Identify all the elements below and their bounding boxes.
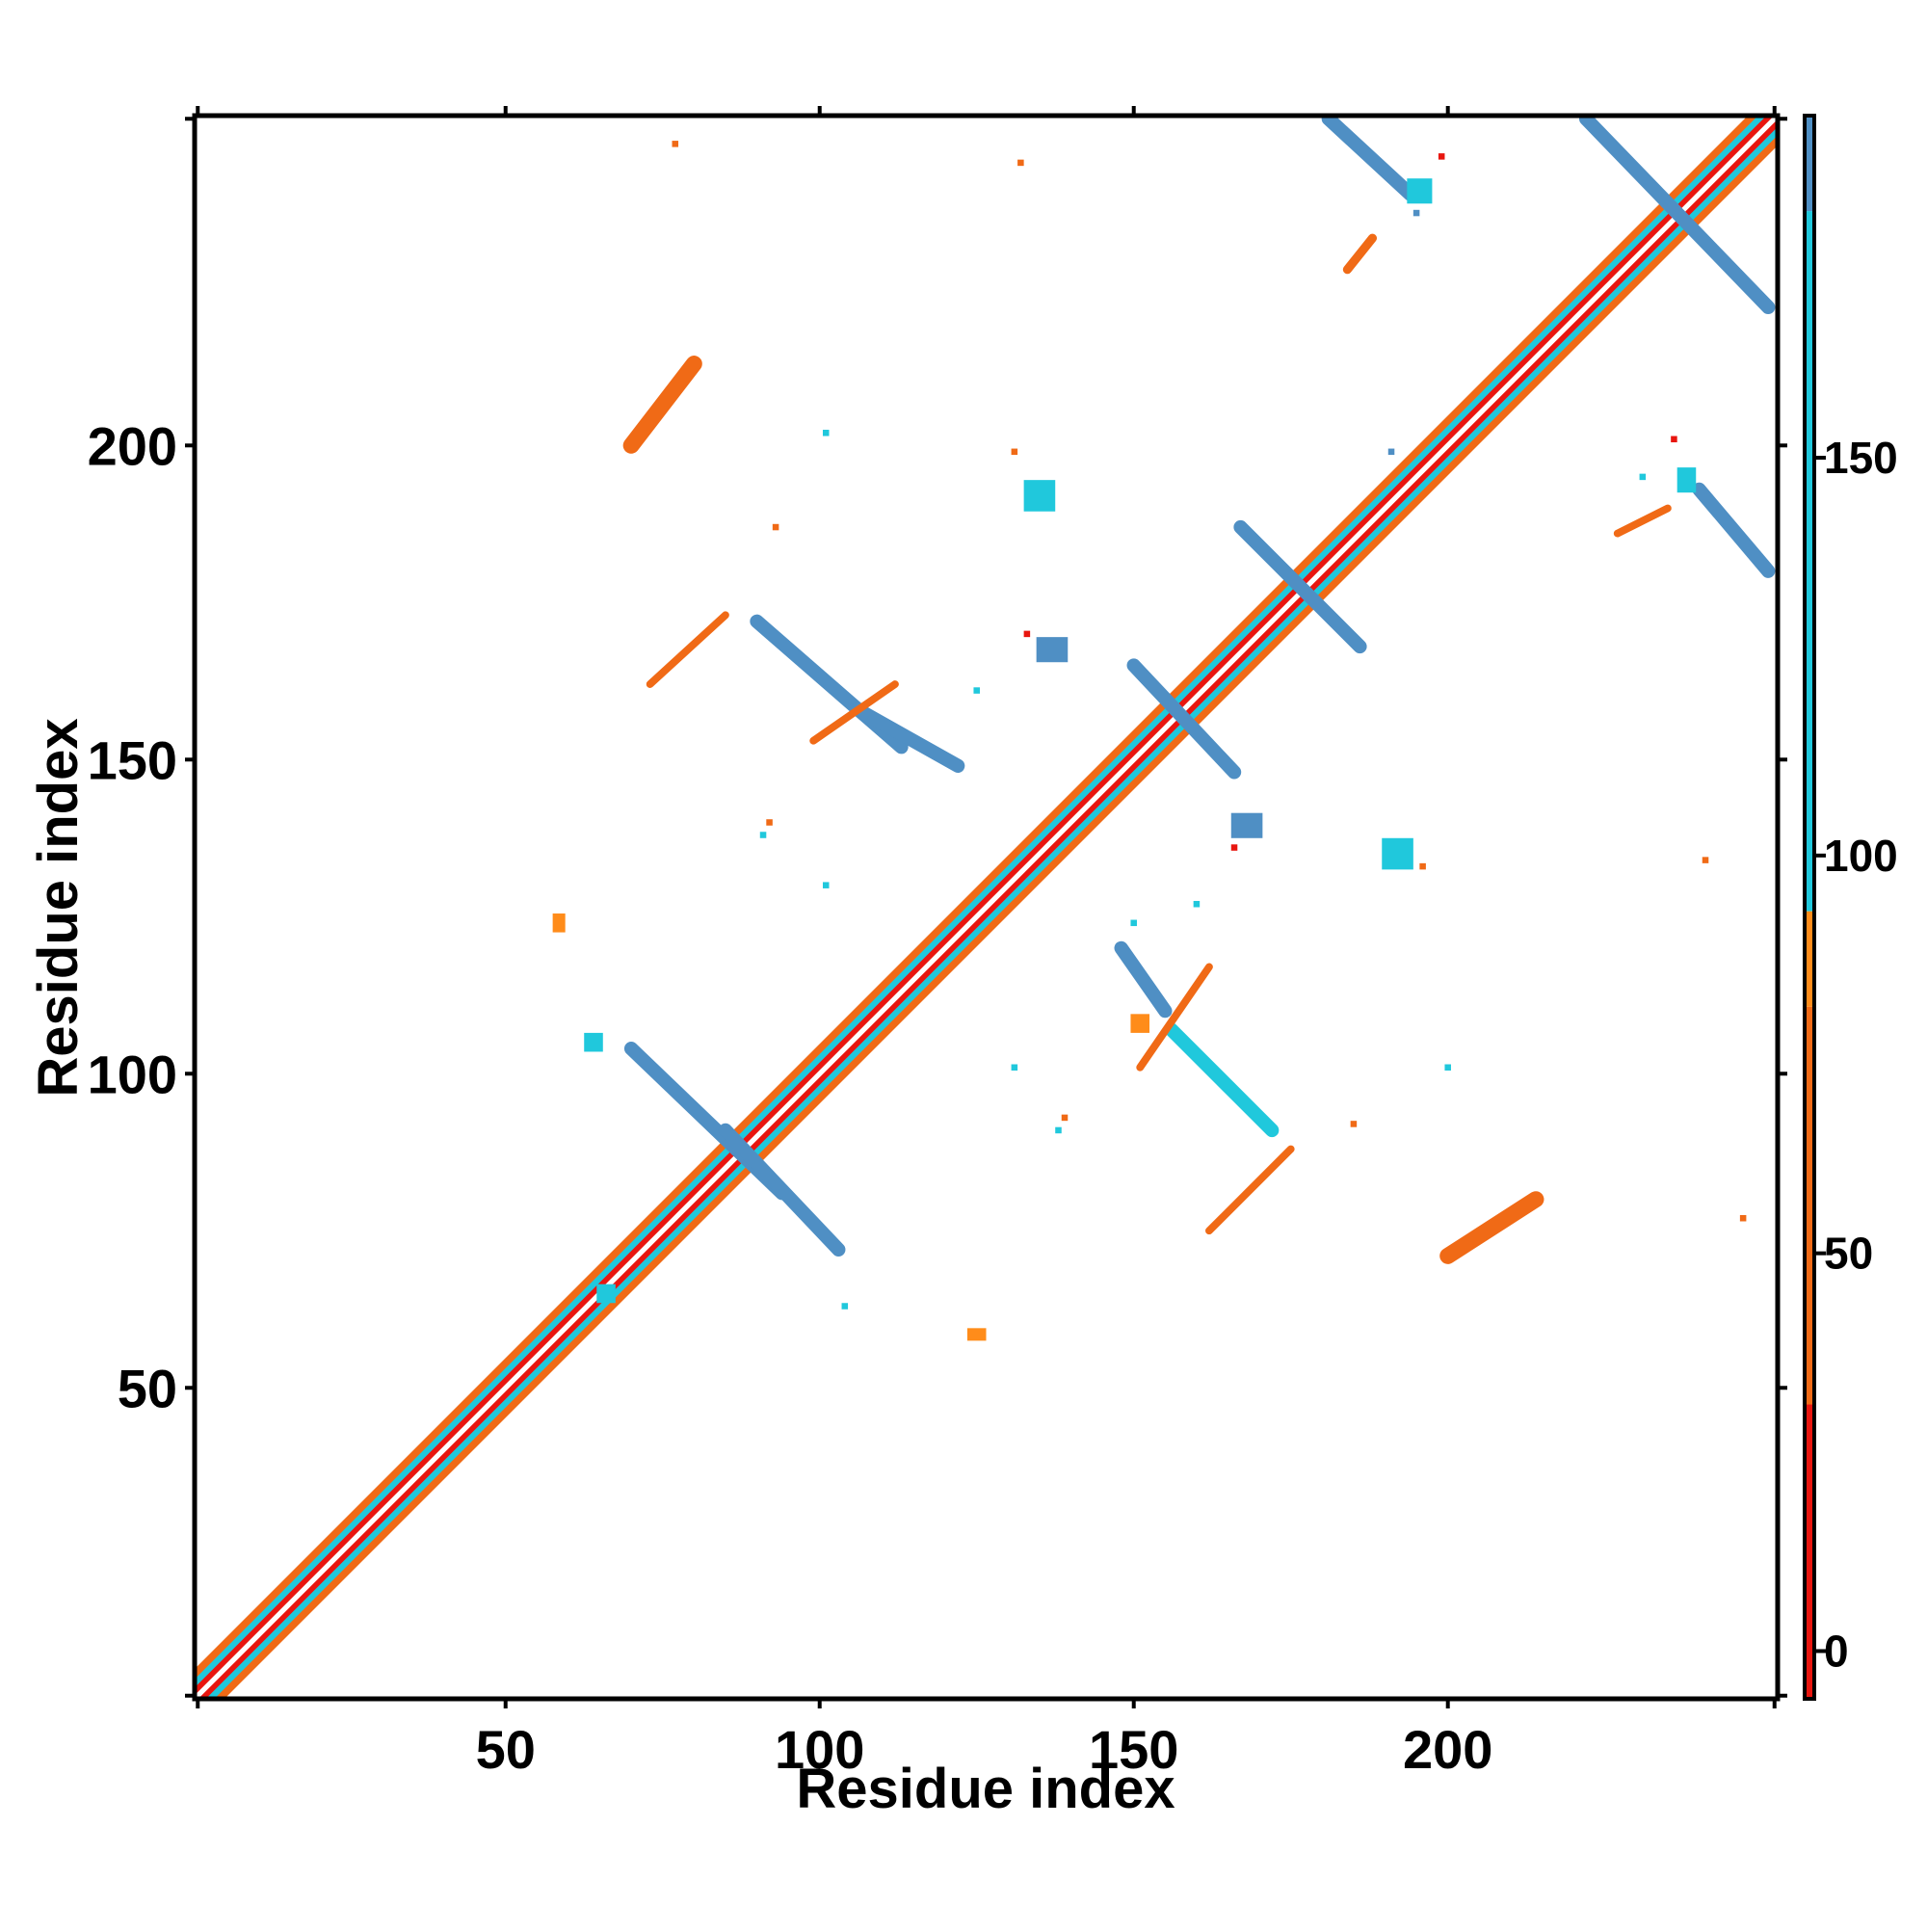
colorbar-tick-label-150: 150 — [1824, 433, 1898, 483]
contact-dot-21 — [1061, 1114, 1069, 1122]
colorbar-band-0 — [1805, 1404, 1814, 1699]
contact-dot-26 — [841, 1303, 849, 1310]
contact-antiparallel-106-122 — [850, 701, 965, 773]
diagonal-band-5 — [196, 119, 1778, 1699]
colorbar-band-2 — [1805, 911, 1814, 1007]
colorbar-tick-label-0: 0 — [1824, 1626, 1849, 1676]
contact-dot-6 — [772, 523, 779, 531]
contact-parallel-151-162 — [1136, 963, 1213, 1072]
contact-dot-20 — [1444, 1064, 1451, 1072]
contact-antiparallel-222-251 — [1578, 116, 1776, 315]
heatmap-cells — [195, 116, 1778, 1699]
contact-dot-24 — [1739, 1214, 1747, 1222]
colorbar-tick-label-100: 100 — [1824, 831, 1898, 881]
contact-dot-18 — [1130, 919, 1137, 927]
contact-dot-7 — [1387, 448, 1395, 456]
contact-dot-3 — [1412, 209, 1420, 217]
patch-125-59 — [966, 1328, 987, 1341]
diagonal-band-1 — [204, 128, 1778, 1699]
plot-area — [195, 116, 1778, 1699]
x-tick-label-200: 200 — [1403, 1719, 1492, 1780]
contact-dot-11 — [973, 687, 980, 694]
contact-parallel-72-85 — [646, 611, 729, 688]
patch-137-168 — [1036, 637, 1069, 663]
colorbar-frame — [1803, 114, 1816, 1701]
y-tick-label-50: 50 — [118, 1358, 177, 1418]
contact-parallel-99-110 — [809, 680, 899, 745]
patch-166-140 — [1230, 812, 1263, 838]
contact-parallel-183-188 — [1342, 233, 1378, 275]
contact-dot-16 — [1702, 857, 1709, 863]
diagonal-band-3 — [199, 123, 1778, 1699]
x-tick-label-100: 100 — [775, 1719, 864, 1780]
contact-dot-10 — [1023, 630, 1031, 638]
contact-dot-0 — [672, 141, 679, 147]
x-axis-title: Residue index — [796, 1758, 1175, 1820]
y-axis-title: Residue index — [27, 718, 90, 1097]
patch-66-64 — [596, 1284, 616, 1304]
contact-antiparallel-150-166 — [1126, 658, 1242, 780]
diagonal-band-6 — [195, 116, 1778, 1699]
contact-parallel-227-235 — [1613, 504, 1672, 538]
contact-dot-2 — [1438, 153, 1445, 160]
contact-dot-12 — [766, 819, 773, 826]
colorbar-band-1 — [1805, 1006, 1814, 1405]
y-tick-label-200: 200 — [88, 415, 177, 476]
contact-dot-19 — [1011, 1064, 1018, 1072]
patch-132-191 — [1023, 480, 1056, 512]
contact-dot-5 — [1011, 448, 1018, 456]
colorbar-tick-label-50: 50 — [1824, 1229, 1873, 1279]
patch-150-108 — [1130, 1014, 1150, 1033]
contact-dot-25 — [1230, 844, 1238, 851]
colorbar-band-3 — [1805, 211, 1814, 912]
x-tick-label-150: 150 — [1089, 1719, 1178, 1780]
diagonal-band-4 — [195, 116, 1777, 1695]
contact-dot-23 — [1350, 1121, 1358, 1127]
colorbar: 0 50 100 150 — [1803, 114, 1898, 1701]
diagonal-band-0 — [195, 116, 1768, 1686]
contact-dot-17 — [1193, 900, 1201, 908]
contact-dot-1 — [1017, 159, 1024, 167]
patch-237-194 — [1676, 467, 1697, 493]
contact-antiparallel-156-172 — [1164, 1022, 1280, 1138]
patch-59-124 — [552, 913, 566, 933]
patch-62-105 — [584, 1032, 603, 1052]
x-tick-label-50: 50 — [476, 1719, 536, 1780]
contact-antiparallel-167-186 — [1233, 519, 1367, 654]
patch-194-241 — [1407, 178, 1433, 204]
patch-190-135 — [1382, 837, 1413, 870]
contact-dot-4 — [822, 429, 830, 437]
contact-antiparallel-85-103 — [718, 1123, 846, 1257]
plot-frame — [192, 113, 1781, 1702]
colorbar-band-4 — [1805, 116, 1814, 212]
contact-parallel-70-80 — [622, 356, 702, 454]
contact-antiparallel-181-194 — [1321, 116, 1417, 201]
contact-dot-13 — [759, 832, 767, 838]
diagonal-band-2 — [195, 116, 1773, 1691]
contact-dot-22 — [1055, 1126, 1062, 1134]
contact-dot-8 — [1671, 436, 1677, 443]
contact-parallel-200-215 — [1439, 1191, 1544, 1264]
axes: 50 100 150 200 50 100 150 200 — [88, 106, 1787, 1780]
y-tick-label-100: 100 — [88, 1044, 177, 1104]
contact-dot-15 — [1419, 862, 1426, 870]
contact-dot-14 — [822, 882, 830, 888]
contact-dot-9 — [1639, 473, 1647, 481]
y-tick-label-150: 150 — [88, 729, 177, 790]
contact-antiparallel-148-155 — [1114, 940, 1173, 1019]
contact-parallel-162-175 — [1205, 1145, 1295, 1235]
contact-antiparallel-240-251 — [1692, 482, 1776, 578]
